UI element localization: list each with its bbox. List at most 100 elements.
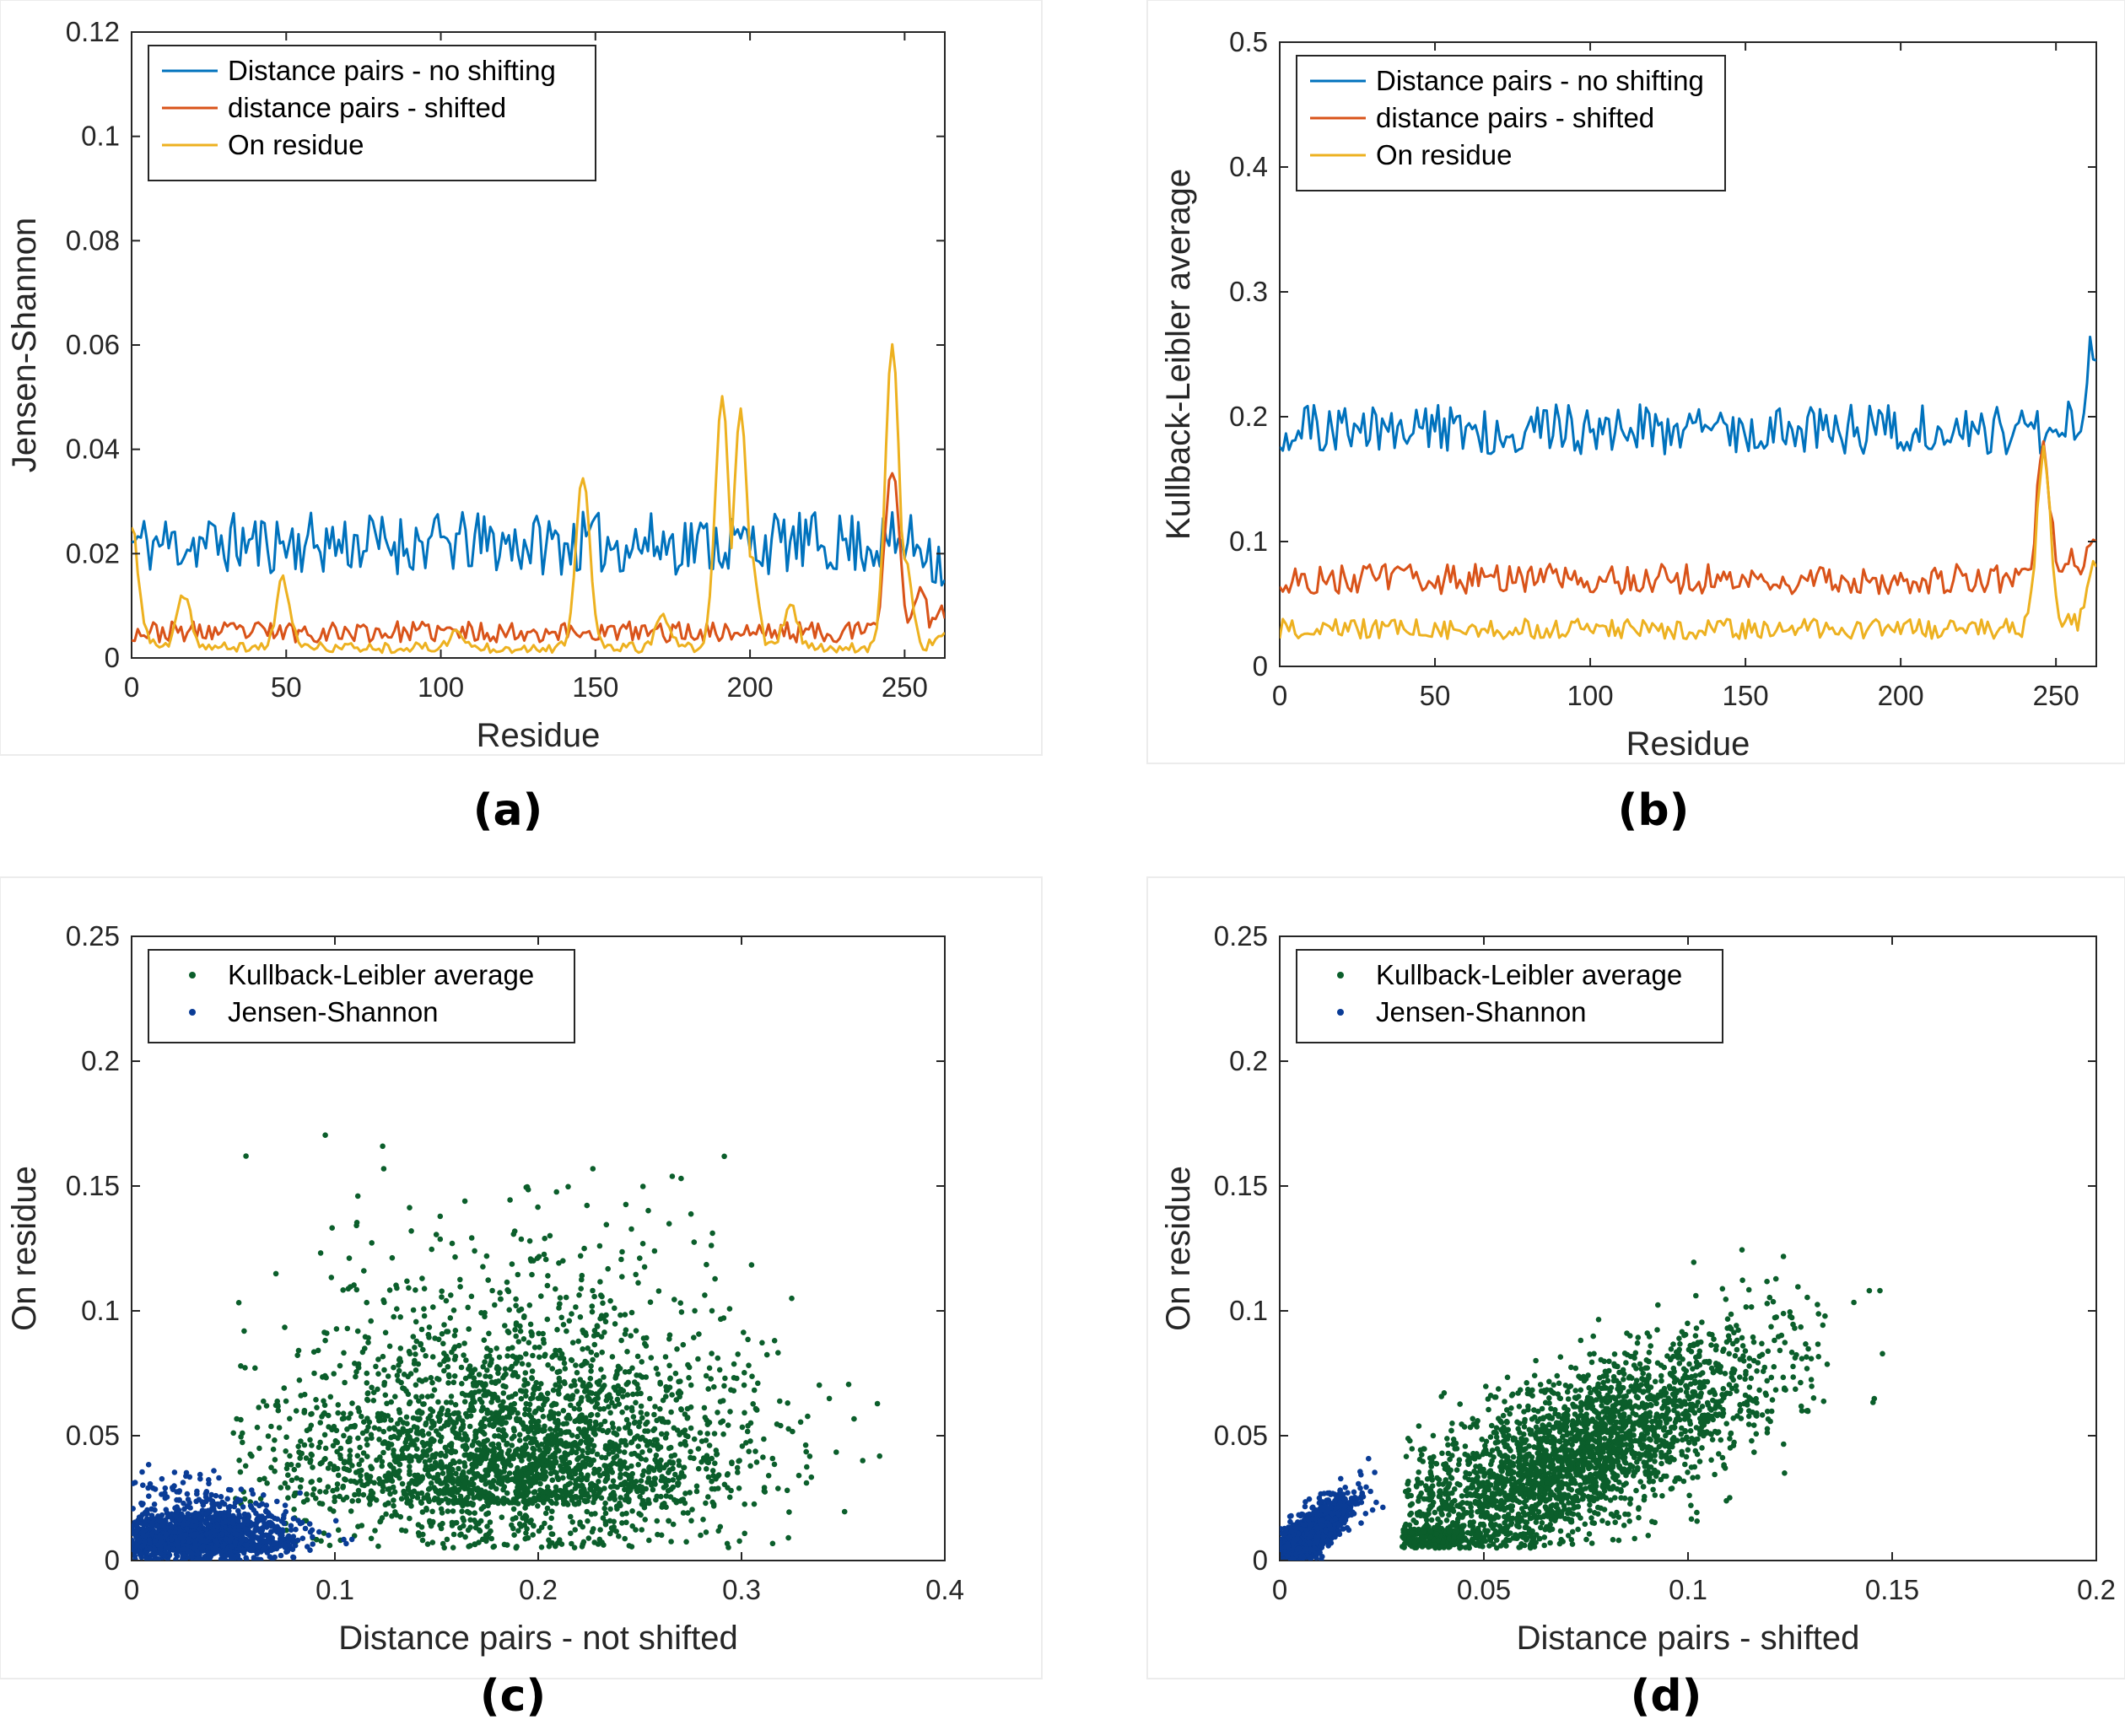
scatter-point [335,1527,342,1534]
scatter-point [488,1461,494,1468]
x-tick-label: 150 [1723,680,1769,711]
scatter-point [304,1427,310,1434]
scatter-point [633,1479,639,1485]
scatter-point [478,1506,485,1512]
scatter-point [684,1415,691,1421]
scatter-point [272,1457,278,1463]
scatter-point [407,1453,413,1459]
scatter-point [769,1540,776,1547]
scatter-point [585,1472,591,1479]
scatter-point [407,1515,413,1522]
scatter-point [162,1549,169,1555]
scatter-point [440,1540,446,1547]
scatter-point [661,1485,667,1491]
scatter-point [256,1502,262,1509]
scatter-point [388,1399,395,1405]
x-tick-label: 100 [1567,680,1614,711]
scatter-point [256,1445,262,1452]
scatter-point [524,1490,531,1496]
scatter-point [554,1424,560,1430]
scatter-point [624,1349,630,1355]
scatter-point [467,1524,473,1530]
scatter-point [466,1469,472,1475]
scatter-point [164,1494,170,1500]
scatter-point [404,1278,410,1285]
scatter-point [445,1508,451,1514]
scatter-point [563,1294,569,1301]
scatter-point [509,1363,515,1370]
scatter-point [283,1434,289,1440]
scatter-point [488,1379,495,1385]
scatter-point [473,1460,480,1466]
scatter-point [668,1539,674,1545]
scatter-point [569,1489,574,1495]
scatter-point [261,1398,267,1404]
y-tick-label: 0.05 [66,1420,120,1451]
scatter-point [1742,1376,1748,1383]
scatter-point [715,1410,720,1415]
scatter-point [585,1535,592,1541]
scatter-point [542,1520,547,1527]
scatter-point [576,1292,582,1298]
scatter-point [657,1406,663,1412]
scatter-point [498,1403,504,1409]
scatter-point [584,1476,590,1483]
scatter-point [540,1330,546,1337]
scatter-point [594,1324,601,1329]
scatter-point [245,1518,251,1524]
scatter-point [566,1474,572,1480]
scatter-point [268,1547,274,1554]
scatter-point [310,1534,316,1540]
scatter-point [550,1464,556,1470]
scatter-point [589,1303,596,1309]
scatter-point [511,1532,517,1538]
scatter-point [545,1361,551,1368]
scatter-point [472,1248,477,1254]
scatter-point [419,1428,426,1434]
scatter-point [206,1480,212,1487]
scatter-point [504,1478,510,1484]
scatter-point [238,1486,245,1492]
scatter-point [418,1499,424,1505]
scatter-point [461,1431,468,1437]
scatter-point [612,1403,618,1410]
scatter-point [661,1478,668,1485]
scatter-point [295,1347,302,1354]
scatter-point [394,1372,401,1378]
scatter-point [691,1334,697,1340]
scatter-point [138,1516,144,1522]
scatter-point [502,1366,509,1372]
scatter-point [471,1375,477,1381]
scatter-point [510,1506,517,1512]
scatter-point [568,1383,574,1389]
scatter-point [644,1411,650,1417]
scatter-point [369,1384,375,1391]
scatter-point [629,1508,635,1514]
scatter-point [544,1484,551,1491]
scatter-point [536,1528,542,1534]
scatter-point [369,1435,375,1442]
scatter-point [603,1397,610,1404]
scatter-point [439,1480,445,1486]
scatter-point [428,1523,434,1529]
scatter-point [346,1467,353,1474]
scatter-point [637,1494,643,1500]
x-tick-label: 0 [124,1574,139,1605]
scatter-point [643,1343,650,1349]
scatter-point [194,1491,200,1497]
panel-c-label: (c) [480,1671,546,1722]
scatter-point [571,1405,578,1412]
scatter-point [241,1511,248,1518]
scatter-point [244,1542,251,1548]
legend-label: On residue [1376,139,1512,170]
scatter-point [147,1539,153,1546]
scatter-point [702,1292,708,1298]
scatter-point [361,1268,367,1274]
scatter-point [618,1386,624,1393]
scatter-point [565,1183,571,1190]
scatter-point [586,1395,592,1402]
scatter-point [439,1405,445,1411]
scatter-point [254,1517,260,1523]
scatter-point [726,1494,733,1501]
scatter-point [700,1517,706,1523]
